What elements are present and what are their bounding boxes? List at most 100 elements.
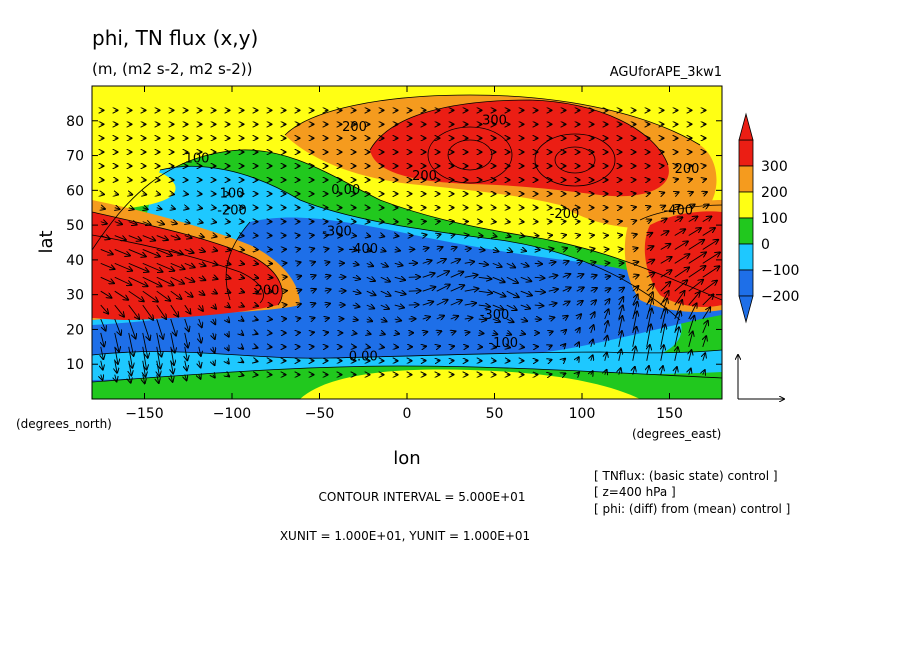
flux-vector [675,347,678,361]
flux-vector [688,280,703,292]
flux-vector [577,372,579,374]
flux-vector [604,276,610,277]
flux-vector [548,289,558,291]
flux-vector [675,179,678,180]
flux-vector [184,290,193,297]
flux-vector [227,263,231,264]
flux-vector [451,331,456,333]
colorbar-segment [738,165,754,193]
flux-vector [213,277,218,279]
flux-vector [646,324,651,347]
flux-vector [534,291,545,292]
flux-vector [646,260,654,264]
flux-vector [618,306,623,320]
flux-vector [436,247,443,250]
flux-vector [227,333,229,337]
flux-vector [100,276,114,283]
flux-vector [170,290,182,299]
flux-vector [255,347,258,348]
flux-vector [507,333,511,335]
flux-vector [591,325,594,334]
flux-vector [142,304,153,320]
flux-vector [577,342,579,347]
flux-vector [675,205,680,208]
flux-vector [114,290,128,300]
flux-vector [213,346,215,353]
flux-vector [633,367,635,375]
flux-vector [591,355,593,360]
flux-vector [507,236,511,237]
flux-vector [199,360,201,368]
flux-vector [213,249,217,250]
flux-vector [674,254,690,264]
flux-vector [198,277,206,280]
flux-vector [199,222,203,223]
flux-vector [702,321,708,334]
flux-vector [353,319,358,320]
flux-vector [563,248,567,249]
flux-vector [507,347,510,348]
flux-vector [619,276,624,277]
flux-vector [632,327,637,347]
flux-vector [213,236,217,237]
flux-vector [660,298,667,320]
flux-vector [255,333,258,334]
flux-vector [674,267,689,278]
colorbar-segment [738,243,754,271]
flux-vector [647,193,650,194]
y-tick-label: 70 [66,149,84,165]
colorbar-min-arrow [738,295,754,324]
flux-vector [464,289,479,292]
flux-vector [156,249,172,255]
x-units-label: (degrees_east) [632,427,721,441]
flux-vector [128,304,139,319]
flux-vector [436,271,449,278]
flux-vector [241,375,244,376]
x-tick-label: 50 [486,406,504,422]
contour-line [92,349,722,359]
flux-vector [478,263,488,264]
colorbar-tick-label: −200 [761,289,799,305]
flux-vector [114,304,124,317]
contour-label: 100 [220,186,245,201]
flux-vector [437,331,442,333]
flux-vector [688,240,704,250]
flux-vector [576,301,583,305]
flux-vector [450,272,464,278]
flux-vector [619,368,621,375]
flux-vector [605,309,609,320]
flux-vector [688,266,706,278]
flux-vector [255,277,258,278]
y-tick-label: 60 [66,183,84,199]
contour-label: 200 [342,120,367,135]
flux-vector [156,318,163,339]
colorbar-segment [738,217,754,245]
flux-vector [549,360,552,361]
flux-vector [241,305,244,306]
flux-vector [156,304,166,319]
flux-vector [367,333,371,334]
flux-vector [380,319,387,321]
flux-vector [506,290,519,297]
flux-vector [521,236,525,237]
flux-vector [507,249,512,251]
flux-vector [423,346,426,347]
flux-vector [688,252,706,264]
flux-vector [324,276,331,278]
flux-vector [213,375,215,378]
flux-vector [632,275,639,277]
flux-vector [353,333,357,334]
flux-vector [478,249,485,250]
flux-vector [227,375,229,377]
flux-vector [353,249,357,250]
flux-vector [128,262,149,271]
flux-vector [562,261,569,263]
flux-vector [493,347,496,348]
contour-label: -300 [322,225,352,240]
contour-label: 300 [482,113,507,128]
flux-vector [577,328,580,333]
flux-vector [170,318,176,336]
flux-vector [702,266,720,278]
flux-vector [520,290,532,295]
flux-vector [549,374,552,375]
